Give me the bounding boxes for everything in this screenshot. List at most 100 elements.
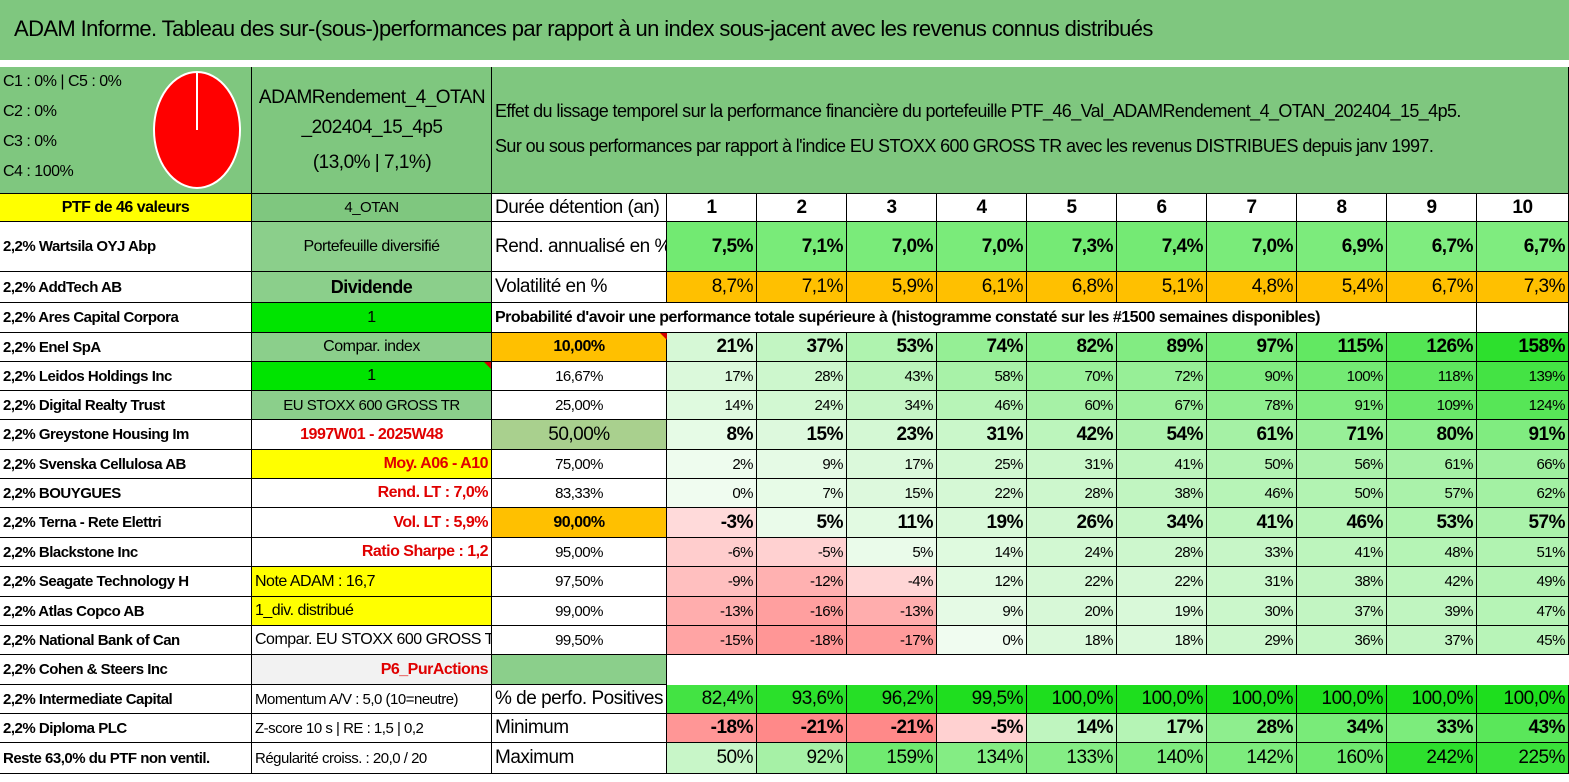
probability-value[interactable]: 90% [1207, 362, 1297, 391]
positive-perf-label[interactable]: % de perfo. Positives [492, 685, 667, 714]
minimum-value[interactable]: 33% [1387, 714, 1477, 743]
year-header[interactable]: 9 [1387, 194, 1477, 222]
empty-cell[interactable] [492, 655, 667, 685]
probability-value[interactable]: 67% [1117, 391, 1207, 420]
probability-value[interactable]: 7% [757, 479, 847, 508]
volatility-value[interactable]: 6,7% [1387, 272, 1477, 303]
probability-value[interactable]: 139% [1477, 362, 1569, 391]
probability-value[interactable]: 126% [1387, 333, 1477, 362]
year-header[interactable]: 10 [1477, 194, 1569, 222]
probability-value[interactable]: 61% [1207, 420, 1297, 450]
holding-row[interactable]: 2,2% Seagate Technology H [0, 567, 252, 597]
parameter-cell[interactable]: Ratio Sharpe : 1,2 [252, 538, 492, 567]
portfolio-name-panel[interactable]: ADAMRendement_4_OTAN _202404_15_4p5 (13,0… [252, 67, 492, 194]
probability-value[interactable]: 42% [1387, 567, 1477, 597]
probability-value[interactable]: 50% [1207, 450, 1297, 479]
probability-value[interactable]: 56% [1297, 450, 1387, 479]
probability-value[interactable]: 39% [1387, 597, 1477, 626]
parameter-cell[interactable]: 1 [252, 362, 492, 391]
probability-threshold[interactable]: 10,00% [492, 333, 667, 362]
probability-value[interactable]: 31% [1027, 450, 1117, 479]
probability-value[interactable]: 34% [1117, 508, 1207, 538]
annual-return-value[interactable]: 7,1% [757, 222, 847, 272]
probability-value[interactable]: 5% [847, 538, 937, 567]
probability-value[interactable]: 66% [1477, 450, 1569, 479]
probability-value[interactable]: 46% [1297, 508, 1387, 538]
annual-return-value[interactable]: 6,9% [1297, 222, 1387, 272]
holding-row[interactable]: 2,2% Ares Capital Corpora [0, 303, 252, 333]
positive-perf-value[interactable]: 100,0% [1117, 685, 1207, 714]
probability-value[interactable]: -4% [847, 567, 937, 597]
holding-row[interactable]: 2,2% National Bank of Can [0, 626, 252, 655]
empty-cell[interactable] [1477, 303, 1569, 333]
annual-return-label[interactable]: Rend. annualisé en % [492, 222, 667, 272]
probability-value[interactable]: 82% [1027, 333, 1117, 362]
probability-value[interactable]: 24% [757, 391, 847, 420]
year-header[interactable]: 1 [667, 194, 757, 222]
probability-value[interactable]: 61% [1387, 450, 1477, 479]
probability-value[interactable]: -16% [757, 597, 847, 626]
volatility-value[interactable]: 6,8% [1027, 272, 1117, 303]
probability-value[interactable]: -17% [847, 626, 937, 655]
holding-row[interactable]: 2,2% Digital Realty Trust [0, 391, 252, 420]
probability-value[interactable]: -18% [757, 626, 847, 655]
pie-panel[interactable]: C1 : 0% | C5 : 0% C2 : 0% C3 : 0% C4 : 100% [0, 67, 252, 194]
maximum-value[interactable]: 225% [1477, 743, 1569, 774]
probability-value[interactable]: 22% [1027, 567, 1117, 597]
probability-value[interactable]: 91% [1477, 420, 1569, 450]
annual-return-value[interactable]: 7,4% [1117, 222, 1207, 272]
probability-value[interactable]: 19% [1117, 597, 1207, 626]
probability-value[interactable]: 14% [937, 538, 1027, 567]
portfolio-count[interactable]: PTF de 46 valeurs [0, 194, 252, 222]
probability-value[interactable]: 48% [1387, 538, 1477, 567]
probability-value[interactable]: 31% [1207, 567, 1297, 597]
probability-value[interactable]: 19% [937, 508, 1027, 538]
probability-value[interactable]: 58% [937, 362, 1027, 391]
probability-value[interactable]: 11% [847, 508, 937, 538]
parameter-cell[interactable]: 1997W01 - 2025W48 [252, 420, 492, 450]
holding-row[interactable]: 2,2% Diploma PLC [0, 714, 252, 743]
probability-value[interactable]: 28% [1027, 479, 1117, 508]
probability-threshold[interactable]: 99,50% [492, 626, 667, 655]
probability-value[interactable]: 45% [1477, 626, 1569, 655]
probability-value[interactable]: 17% [847, 450, 937, 479]
probability-value[interactable]: 12% [937, 567, 1027, 597]
volatility-value[interactable]: 7,3% [1477, 272, 1569, 303]
parameter-cell[interactable]: Portefeuille diversifié [252, 222, 492, 272]
maximum-value[interactable]: 159% [847, 743, 937, 774]
probability-value[interactable]: 15% [757, 420, 847, 450]
holding-row[interactable]: 2,2% BOUYGUES [0, 479, 252, 508]
holding-row[interactable]: 2,2% Terna - Rete Elettri [0, 508, 252, 538]
probability-value[interactable]: 2% [667, 450, 757, 479]
probability-value[interactable]: 14% [667, 391, 757, 420]
holding-row[interactable]: 2,2% Blackstone Inc [0, 538, 252, 567]
probability-value[interactable]: 115% [1297, 333, 1387, 362]
probability-threshold[interactable]: 97,50% [492, 567, 667, 597]
holding-row[interactable]: 2,2% Svenska Cellulosa AB [0, 450, 252, 479]
probability-value[interactable]: -5% [757, 538, 847, 567]
probability-value[interactable]: 0% [937, 626, 1027, 655]
probability-value[interactable]: 71% [1297, 420, 1387, 450]
probability-value[interactable]: -3% [667, 508, 757, 538]
probability-value[interactable]: 37% [757, 333, 847, 362]
probability-value[interactable]: 28% [1117, 538, 1207, 567]
probability-value[interactable]: 54% [1117, 420, 1207, 450]
probability-value[interactable]: 38% [1117, 479, 1207, 508]
maximum-value[interactable]: 134% [937, 743, 1027, 774]
probability-value[interactable]: -13% [667, 597, 757, 626]
minimum-value[interactable]: -18% [667, 714, 757, 743]
probability-value[interactable]: 46% [937, 391, 1027, 420]
year-header[interactable]: 2 [757, 194, 847, 222]
probability-value[interactable]: 37% [1387, 626, 1477, 655]
positive-perf-value[interactable]: 93,6% [757, 685, 847, 714]
probability-value[interactable]: 41% [1297, 538, 1387, 567]
holding-row[interactable]: 2,2% Leidos Holdings Inc [0, 362, 252, 391]
probability-threshold[interactable]: 25,00% [492, 391, 667, 420]
maximum-value[interactable]: 160% [1297, 743, 1387, 774]
probability-value[interactable]: 118% [1387, 362, 1477, 391]
probability-value[interactable]: 34% [847, 391, 937, 420]
probability-value[interactable]: 57% [1477, 508, 1569, 538]
probability-value[interactable]: 22% [1117, 567, 1207, 597]
parameter-cell[interactable]: EU STOXX 600 GROSS TR [252, 391, 492, 420]
probability-value[interactable]: 53% [847, 333, 937, 362]
